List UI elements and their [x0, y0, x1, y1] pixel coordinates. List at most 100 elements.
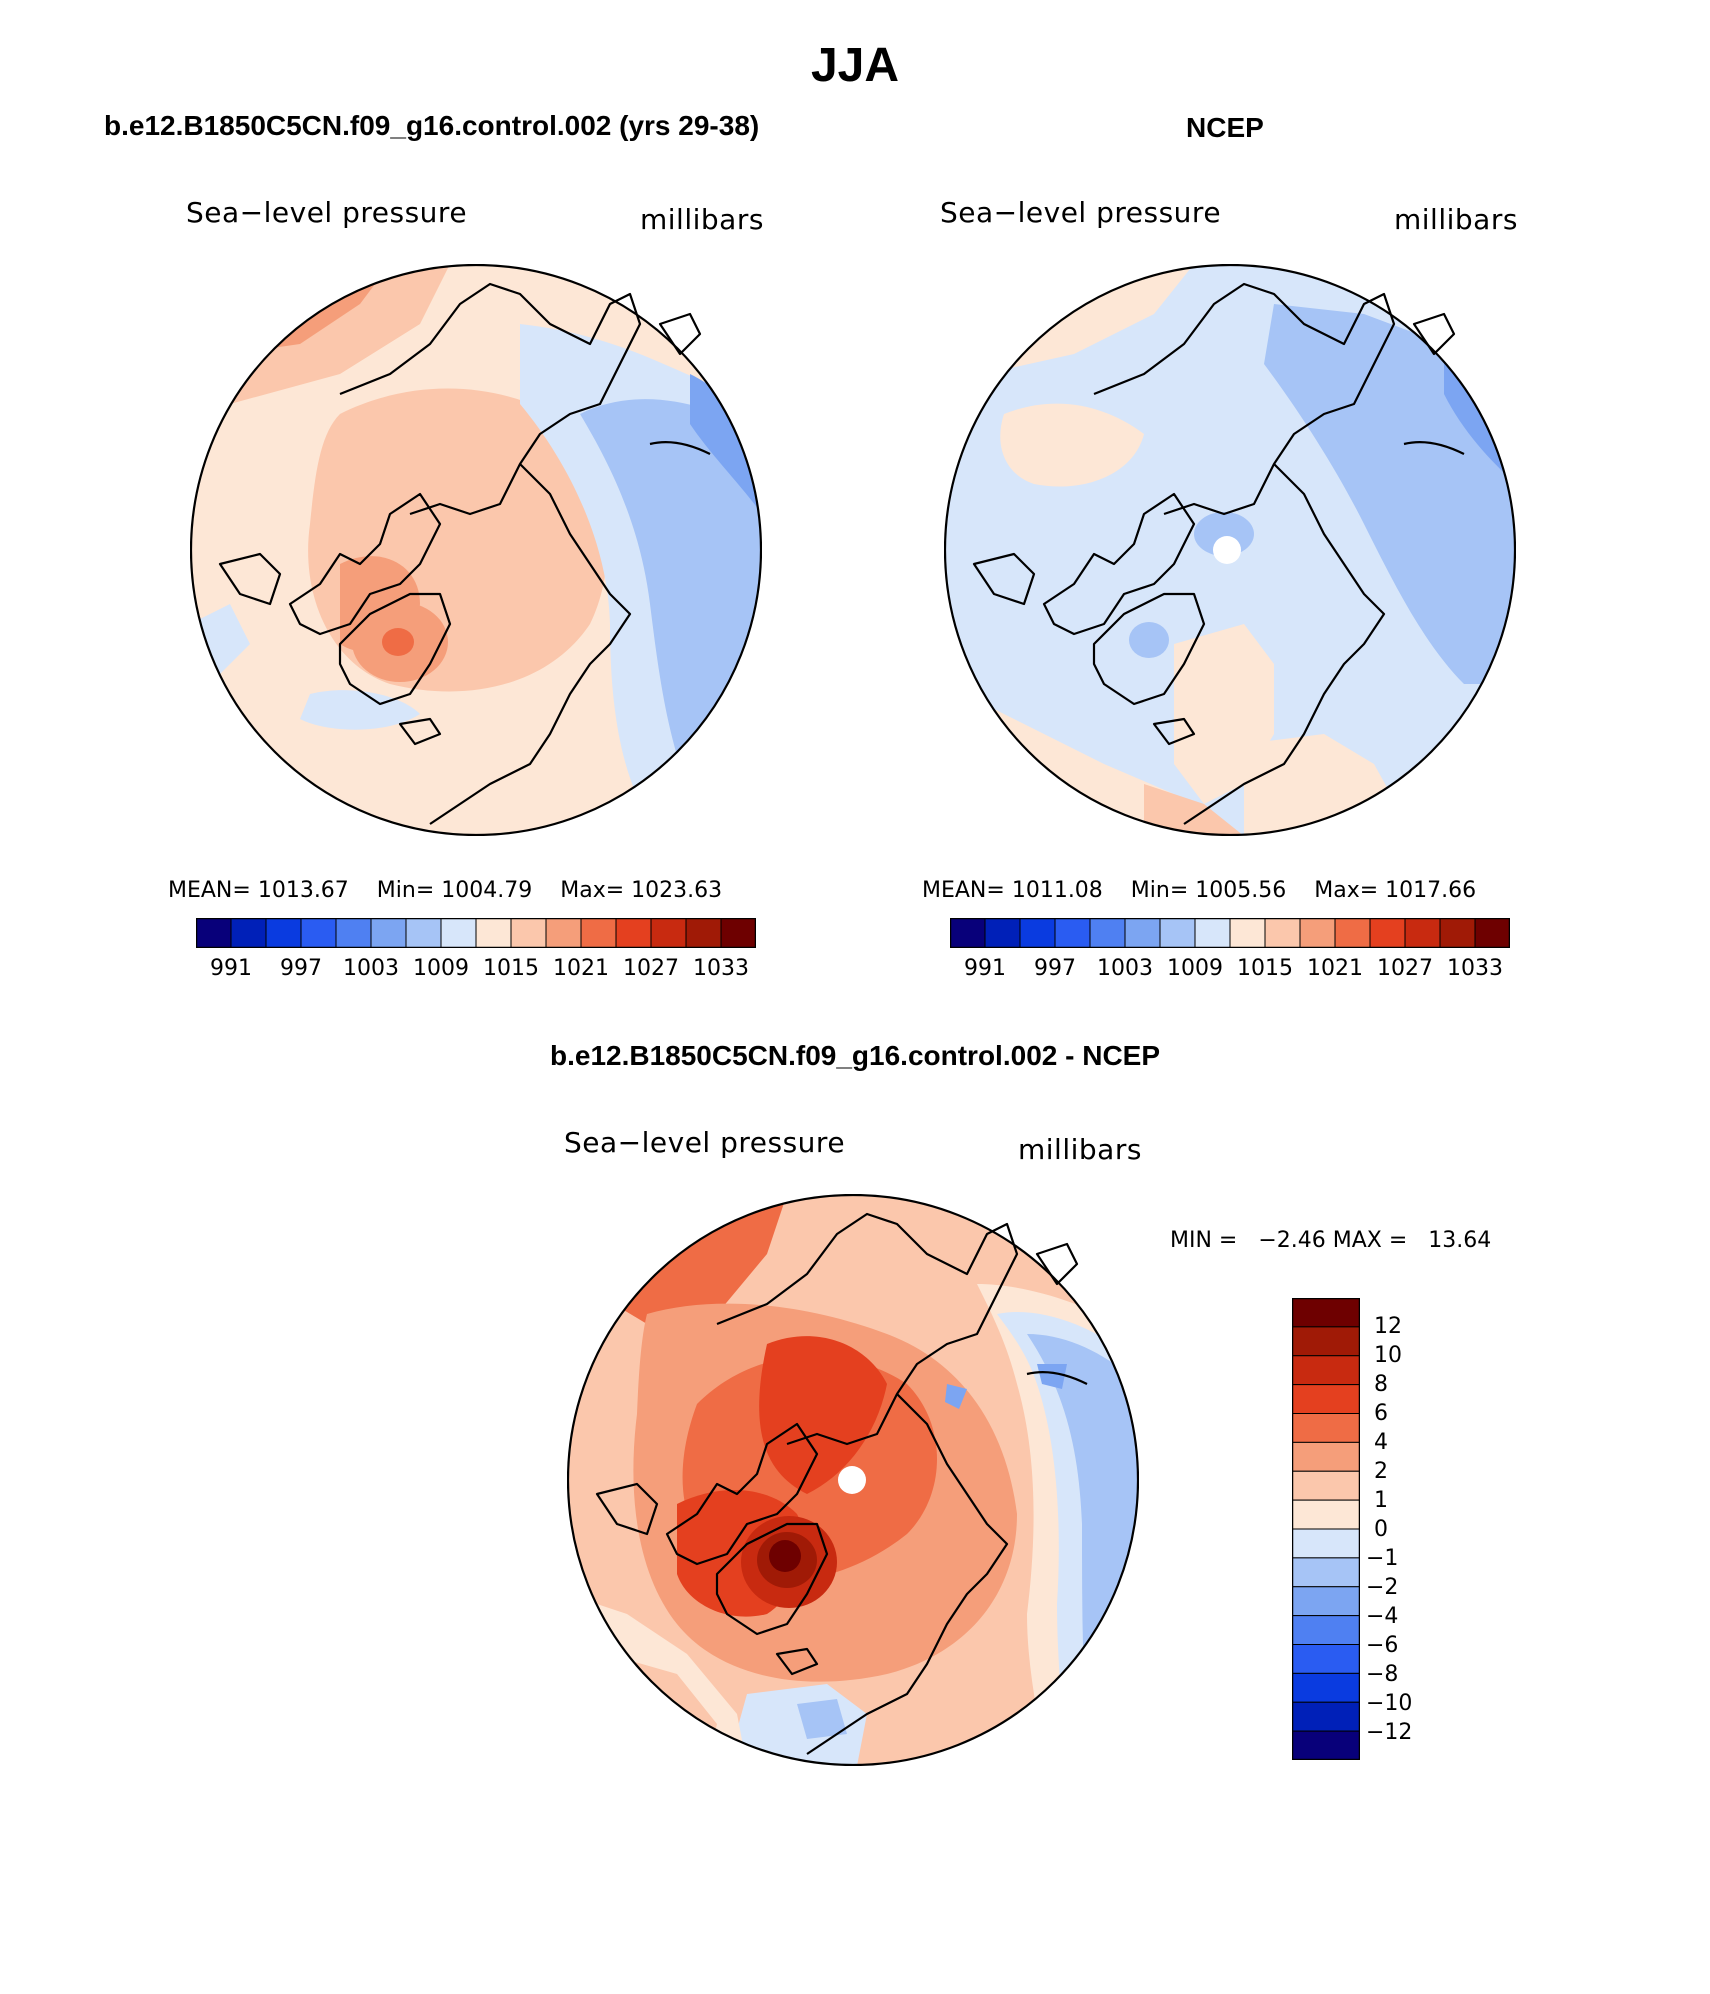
- colorbar-swatch: [1439, 918, 1476, 948]
- colorbar-tick-label: 1027: [1377, 956, 1433, 981]
- obs-mean-value: 1011.08: [1011, 878, 1103, 903]
- colorbar-tick-label: 1009: [413, 956, 469, 981]
- colorbar-tick-label: 2: [1374, 1459, 1388, 1484]
- colorbar-tick-label: 1015: [483, 956, 539, 981]
- colorbar-swatch: [1334, 918, 1371, 948]
- colorbar-tick-label: 1027: [623, 956, 679, 981]
- model-polar-map: [190, 264, 762, 836]
- model-colorbar-ticks: 991 997 1003 1009 1015 1021 1027 1033: [196, 956, 756, 986]
- model-max-label: Max=: [560, 878, 625, 903]
- diff-field-region: [769, 1540, 801, 1572]
- colorbar-swatch: [370, 918, 407, 948]
- obs-coastlines: [972, 282, 1465, 825]
- colorbar-tick-label: 997: [1034, 956, 1076, 981]
- obs-colorbar: [950, 918, 1510, 948]
- colorbar-swatch: [1292, 1384, 1360, 1414]
- colorbar-swatch: [1124, 918, 1161, 948]
- colorbar-tick-label: −10: [1366, 1691, 1413, 1716]
- colorbar-swatch: [1292, 1672, 1360, 1703]
- diff-field-region: [945, 1384, 967, 1409]
- colorbar-swatch: [1474, 918, 1510, 948]
- colorbar-swatch: [335, 918, 372, 948]
- colorbar-tick-label: 8: [1374, 1372, 1388, 1397]
- colorbar-swatch: [1292, 1298, 1360, 1328]
- colorbar-tick-label: 0: [1374, 1517, 1388, 1542]
- obs-variable-label: Sea−level pressure: [940, 196, 1222, 229]
- diff-field-region: [759, 1336, 887, 1494]
- colorbar-swatch: [196, 918, 232, 948]
- obs-units-label: millibars: [1394, 203, 1518, 236]
- colorbar-swatch: [1292, 1528, 1360, 1559]
- colorbar-swatch: [405, 918, 442, 948]
- colorbar-swatch: [1229, 918, 1266, 948]
- colorbar-tick-label: −2: [1366, 1575, 1399, 1600]
- colorbar-swatch: [984, 918, 1021, 948]
- model-colorbar: [196, 918, 756, 948]
- model-stats: MEAN= 1013.67 Min= 1004.79 Max= 1023.63: [168, 878, 722, 903]
- colorbar-tick-label: 1003: [343, 956, 399, 981]
- colorbar-swatch: [1369, 918, 1406, 948]
- colorbar-swatch: [510, 918, 547, 948]
- obs-max-label: Max=: [1314, 878, 1379, 903]
- model-variable-label: Sea−level pressure: [186, 196, 468, 229]
- model-field-region: [382, 628, 414, 656]
- obs-mean-label: MEAN=: [922, 878, 1005, 903]
- colorbar-swatch: [615, 918, 652, 948]
- colorbar-swatch: [440, 918, 477, 948]
- model-field-region: [690, 374, 761, 514]
- diff-field-region: [568, 1224, 647, 1304]
- diff-field-region: [797, 1699, 847, 1739]
- diff-variable-label: Sea−level pressure: [564, 1126, 846, 1159]
- diff-case-title: b.e12.B1850C5CN.f09_g16.control.002 - NC…: [549, 1040, 1161, 1071]
- colorbar-swatch: [1292, 1470, 1360, 1501]
- colorbar-swatch: [1292, 1499, 1360, 1530]
- colorbar-swatch: [1404, 918, 1441, 948]
- colorbar-swatch: [545, 918, 582, 948]
- colorbar-tick-label: 997: [280, 956, 322, 981]
- colorbar-tick-label: 4: [1374, 1430, 1388, 1455]
- diff-pole-mask: [838, 1466, 866, 1494]
- model-coastlines: [218, 282, 711, 825]
- colorbar-swatch: [1264, 918, 1301, 948]
- colorbar-swatch: [1292, 1615, 1360, 1645]
- colorbar-swatch: [1292, 1326, 1360, 1357]
- model-min-value: 1004.79: [441, 878, 533, 903]
- figure-title: JJA: [810, 39, 900, 92]
- colorbar-tick-label: 1021: [553, 956, 609, 981]
- colorbar-swatch: [265, 918, 302, 948]
- obs-min-value: 1005.56: [1195, 878, 1287, 903]
- obs-min-label: Min=: [1130, 878, 1189, 903]
- colorbar-swatch: [720, 918, 756, 948]
- colorbar-swatch: [1054, 918, 1091, 948]
- colorbar-swatch: [1159, 918, 1196, 948]
- colorbar-tick-label: 6: [1374, 1401, 1388, 1426]
- diff-field-region: [568, 1254, 627, 1314]
- diff-colorbar: [1292, 1298, 1360, 1760]
- colorbar-swatch: [1292, 1355, 1360, 1386]
- obs-field-region: [1144, 784, 1244, 835]
- colorbar-tick-label: 991: [210, 956, 252, 981]
- model-min-label: Min=: [376, 878, 435, 903]
- diff-coastlines: [595, 1212, 1088, 1755]
- obs-map-border: [944, 264, 1516, 836]
- colorbar-tick-label: 1015: [1237, 956, 1293, 981]
- colorbar-swatch: [300, 918, 337, 948]
- colorbar-swatch: [685, 918, 722, 948]
- obs-pole-mask: [1213, 536, 1241, 564]
- colorbar-swatch: [1292, 1701, 1360, 1732]
- model-case-title: b.e12.B1850C5CN.f09_g16.control.002 (yrs…: [104, 110, 760, 141]
- diff-field-region: [1037, 1364, 1067, 1389]
- colorbar-swatch: [230, 918, 267, 948]
- colorbar-tick-label: −6: [1366, 1633, 1399, 1658]
- colorbar-tick-label: 12: [1374, 1314, 1402, 1339]
- colorbar-swatch: [580, 918, 617, 948]
- obs-max-value: 1017.66: [1385, 878, 1477, 903]
- colorbar-swatch: [1089, 918, 1126, 948]
- colorbar-tick-label: −8: [1366, 1662, 1399, 1687]
- colorbar-tick-label: 1021: [1307, 956, 1363, 981]
- colorbar-tick-label: −1: [1366, 1546, 1399, 1571]
- diff-units-label: millibars: [1018, 1133, 1142, 1166]
- colorbar-swatch: [1292, 1586, 1360, 1617]
- colorbar-swatch: [1194, 918, 1231, 948]
- colorbar-swatch: [1292, 1413, 1360, 1443]
